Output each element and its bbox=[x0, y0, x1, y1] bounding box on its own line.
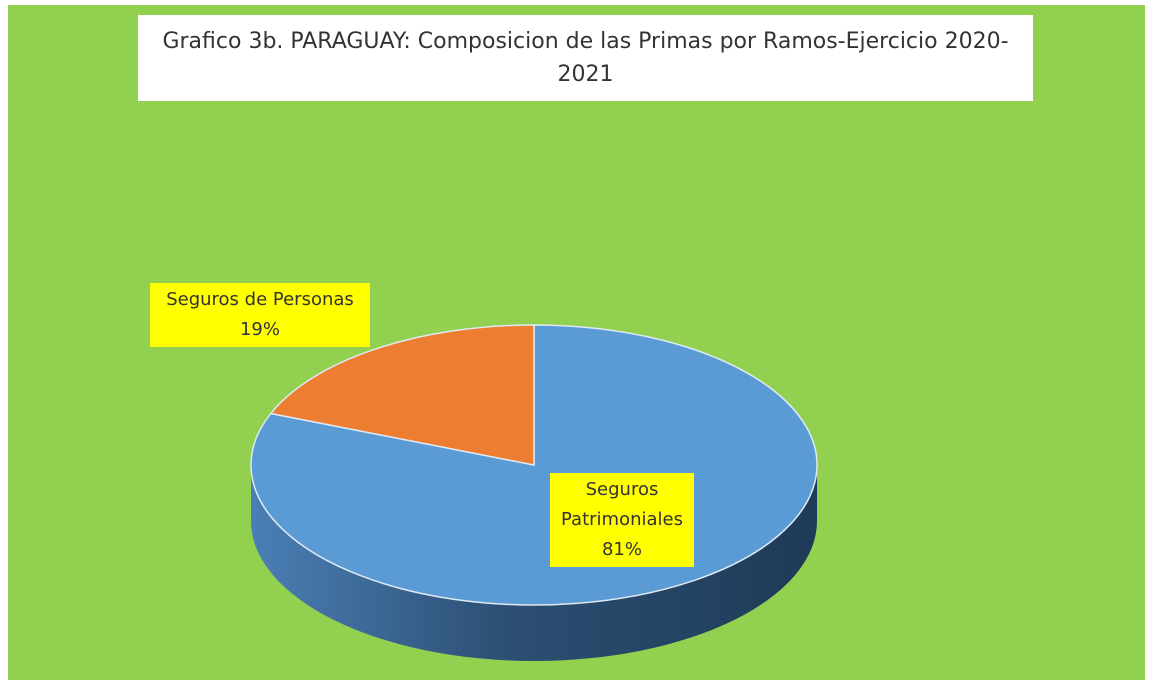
slice-label: Seguros Patrimoniales 81% bbox=[550, 473, 694, 567]
slice-side bbox=[251, 465, 817, 661]
slice-label: Seguros de Personas 19% bbox=[150, 283, 370, 347]
chart-title: Grafico 3b. PARAGUAY: Composicion de las… bbox=[138, 15, 1033, 101]
slice-value: 81% bbox=[601, 539, 642, 560]
slice-value: 19% bbox=[239, 319, 280, 340]
slice-category: Seguros de Personas bbox=[166, 289, 354, 310]
chart: Grafico 3b. PARAGUAY: Composicion de las… bbox=[8, 5, 1145, 680]
slice-category: Seguros Patrimoniales bbox=[561, 479, 683, 530]
slice bbox=[269, 324, 535, 466]
